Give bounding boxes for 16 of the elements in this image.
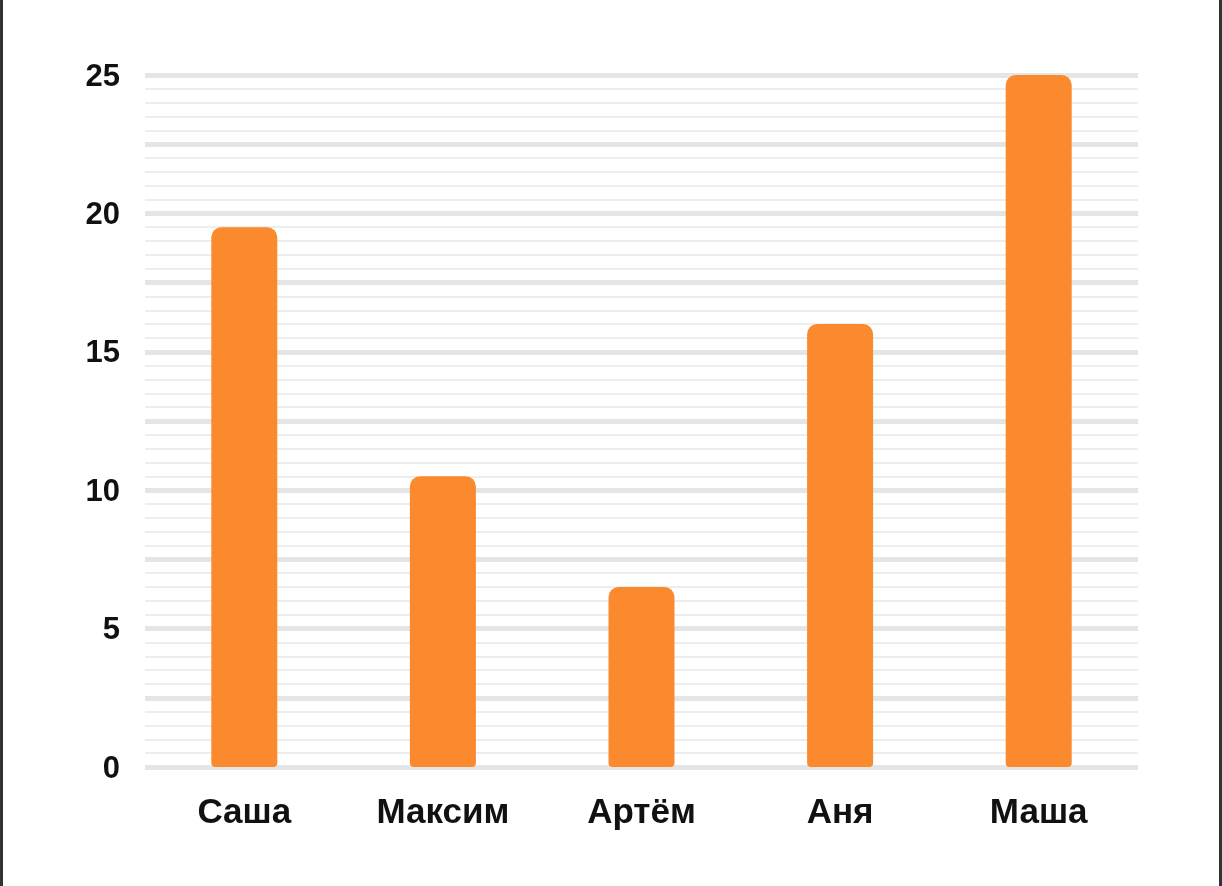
y-tick-label: 10 — [85, 472, 120, 508]
bar — [1005, 75, 1072, 767]
y-tick-label: 25 — [85, 57, 120, 93]
x-tick-label: Максим — [376, 791, 510, 830]
bar — [608, 587, 675, 767]
x-tick-label: Артём — [587, 791, 696, 830]
x-tick-label: Маша — [989, 791, 1089, 830]
y-tick-label: 20 — [85, 195, 120, 231]
y-tick-label: 5 — [102, 611, 120, 647]
x-tick-label: Саша — [197, 791, 292, 830]
bar — [807, 324, 874, 767]
bar — [211, 227, 278, 767]
y-tick-label: 0 — [102, 749, 120, 785]
y-tick-label: 15 — [85, 334, 120, 370]
bar — [409, 476, 476, 767]
x-tick-label: Аня — [806, 791, 874, 830]
